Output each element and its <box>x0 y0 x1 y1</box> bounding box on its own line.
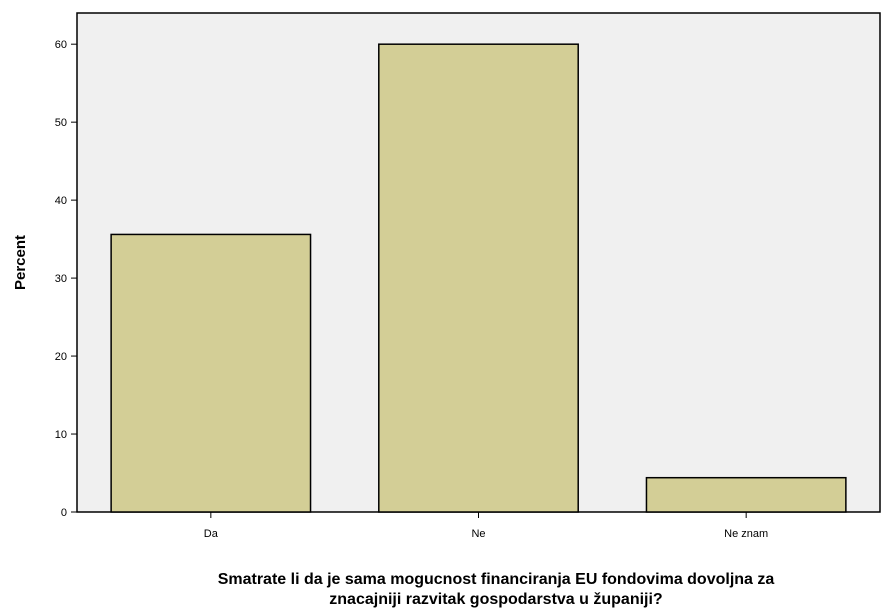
x-category-label: Ne <box>471 528 485 540</box>
y-tick-label: 20 <box>55 351 67 363</box>
bar-ne <box>378 43 579 513</box>
y-tick-label: 50 <box>55 117 67 129</box>
bar-ne-znam <box>645 476 847 513</box>
y-tick-label: 60 <box>55 39 67 51</box>
x-category-label: Da <box>204 528 219 540</box>
bars <box>110 43 847 513</box>
y-tick-label: 30 <box>55 273 67 285</box>
y-axis-title: Percent <box>12 235 29 290</box>
y-tick-label: 0 <box>61 507 67 519</box>
bar-da <box>110 233 312 513</box>
x-axis-title-line-2: znacajniji razvitak gospodarstva u župan… <box>329 591 662 608</box>
x-axis-ticks: Da Ne Ne znam <box>204 512 768 540</box>
y-axis-ticks: 0 10 20 30 40 50 60 <box>55 39 77 519</box>
y-tick-label: 40 <box>55 195 67 207</box>
y-tick-label: 10 <box>55 429 67 441</box>
x-axis-title-line-1: Smatrate li da je sama mogucnost financi… <box>218 571 775 588</box>
x-category-label: Ne znam <box>724 528 768 540</box>
